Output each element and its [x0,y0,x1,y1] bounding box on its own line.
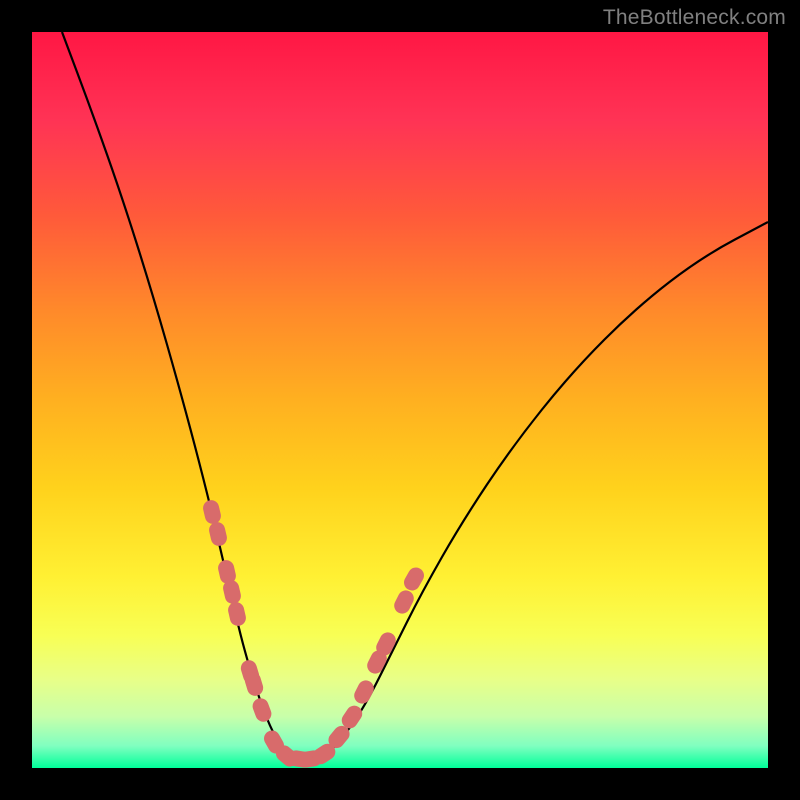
curve-markers [201,498,426,768]
marker-point [250,696,273,724]
chart-svg [32,32,768,768]
marker-point [351,678,376,707]
marker-point [201,498,222,525]
marker-point [227,601,248,628]
curve-right-branch [307,222,768,760]
curve-left-branch [62,32,307,760]
plot-area [32,32,768,768]
marker-point [207,520,228,547]
watermark-text: TheBottleneck.com [603,6,786,30]
